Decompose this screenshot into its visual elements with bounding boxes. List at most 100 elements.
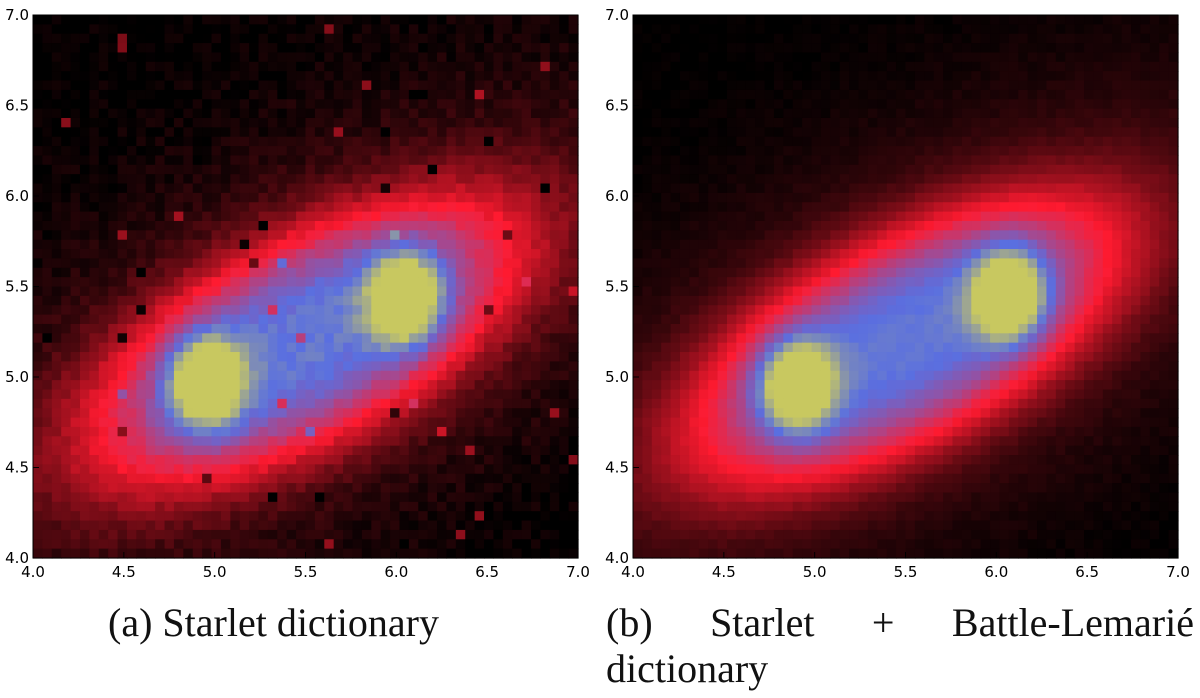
- heatmap-cell: [549, 389, 560, 400]
- heatmap-cell: [267, 417, 278, 428]
- heatmap-cell: [202, 52, 213, 63]
- heatmap-cell: [155, 127, 166, 138]
- heatmap-cell: [708, 267, 719, 278]
- heatmap-cell: [1159, 71, 1170, 82]
- heatmap-cell: [839, 202, 850, 213]
- heatmap-cell: [418, 80, 429, 91]
- x-tick-label: 6.0: [384, 563, 408, 581]
- heatmap-cell: [136, 146, 147, 157]
- heatmap-cell: [867, 61, 878, 72]
- heatmap-cell: [145, 183, 156, 194]
- heatmap-cell: [183, 501, 194, 512]
- heatmap-cell: [33, 71, 43, 82]
- heatmap-cell: [380, 529, 391, 540]
- heatmap-cell: [867, 52, 878, 63]
- heatmap-cell: [1121, 258, 1132, 269]
- heatmap-cell: [726, 164, 737, 175]
- heatmap-cell: [89, 352, 100, 362]
- heatmap-cell: [512, 295, 523, 306]
- heatmap-cell: [371, 202, 382, 213]
- heatmap-cell: [465, 183, 476, 194]
- heatmap-cell: [943, 146, 954, 157]
- heatmap-cell: [484, 445, 495, 456]
- heatmap-cell: [98, 15, 109, 25]
- heatmap-cell: [343, 117, 354, 128]
- heatmap-cell: [1159, 24, 1170, 35]
- heatmap-cell: [755, 258, 766, 269]
- heatmap-cell: [314, 305, 325, 316]
- heatmap-cell: [493, 342, 504, 353]
- heatmap-cell: [549, 445, 560, 456]
- heatmap-cell: [783, 267, 794, 278]
- heatmap-cell: [455, 174, 466, 185]
- heatmap-cell: [418, 305, 429, 316]
- heatmap-cell: [1121, 15, 1132, 25]
- heatmap-cell: [830, 183, 841, 194]
- heatmap-cell: [474, 220, 485, 231]
- heatmap-cell: [343, 455, 354, 465]
- heatmap-cell: [559, 239, 570, 250]
- heatmap-cell: [858, 239, 869, 250]
- heatmap-cell: [773, 211, 784, 222]
- heatmap-cell: [296, 352, 307, 362]
- heatmap-cell: [324, 211, 335, 222]
- heatmap-cell: [108, 445, 119, 456]
- heatmap-cell: [164, 202, 175, 213]
- heatmap-cell: [361, 380, 372, 391]
- heatmap-cell: [783, 24, 794, 35]
- heatmap-cell: [108, 230, 119, 241]
- heatmap-cell: [568, 455, 579, 465]
- heatmap-cell: [390, 249, 401, 260]
- heatmap-cell: [98, 89, 109, 100]
- heatmap-cell: [446, 314, 457, 325]
- heatmap-cell: [155, 202, 166, 213]
- heatmap-cell: [1121, 89, 1132, 100]
- heatmap-cell: [408, 43, 419, 54]
- heatmap-cell: [540, 501, 551, 512]
- heatmap-cell: [905, 52, 916, 63]
- heatmap-cell: [773, 127, 784, 138]
- heatmap-cell: [896, 61, 907, 72]
- heatmap-cell: [455, 146, 466, 157]
- heatmap-cell: [98, 370, 109, 381]
- heatmap-cell: [867, 211, 878, 222]
- heatmap-cell: [239, 15, 250, 25]
- heatmap-cell: [1121, 192, 1132, 203]
- heatmap-cell: [136, 314, 147, 325]
- heatmap-cell: [70, 183, 81, 194]
- heatmap-cell: [390, 61, 401, 72]
- heatmap-cell: [961, 220, 972, 231]
- heatmap-cell: [896, 146, 907, 157]
- heatmap-cell: [343, 352, 354, 362]
- heatmap-cell: [249, 136, 260, 147]
- heatmap-cell: [549, 202, 560, 213]
- heatmap-cell: [783, 202, 794, 213]
- heatmap-cell: [390, 258, 401, 269]
- heatmap-cell: [324, 398, 335, 409]
- heatmap-cell: [502, 230, 513, 241]
- heatmap-cell: [1074, 155, 1085, 166]
- heatmap-cell: [136, 89, 147, 100]
- heatmap-cell: [286, 136, 297, 147]
- heatmap-cell: [886, 192, 897, 203]
- heatmap-cell: [305, 33, 316, 44]
- heatmap-cell: [380, 352, 391, 362]
- heatmap-cell: [755, 211, 766, 222]
- heatmap-cell: [764, 43, 775, 54]
- heatmap-cell: [474, 277, 485, 288]
- heatmap-cell: [867, 174, 878, 185]
- heatmap-cell: [933, 258, 944, 269]
- heatmap-cell: [943, 211, 954, 222]
- heatmap-cell: [1046, 155, 1057, 166]
- heatmap-cell: [258, 117, 269, 128]
- heatmap-cell: [764, 230, 775, 241]
- heatmap-cell: [633, 71, 643, 82]
- heatmap-cell: [145, 520, 156, 531]
- heatmap-cell: [1065, 117, 1076, 128]
- heatmap-cell: [343, 24, 354, 35]
- heatmap-cell: [98, 473, 109, 484]
- heatmap-cell: [333, 426, 344, 437]
- heatmap-cell: [446, 174, 457, 185]
- heatmap-cell: [155, 286, 166, 297]
- heatmap-cell: [371, 342, 382, 353]
